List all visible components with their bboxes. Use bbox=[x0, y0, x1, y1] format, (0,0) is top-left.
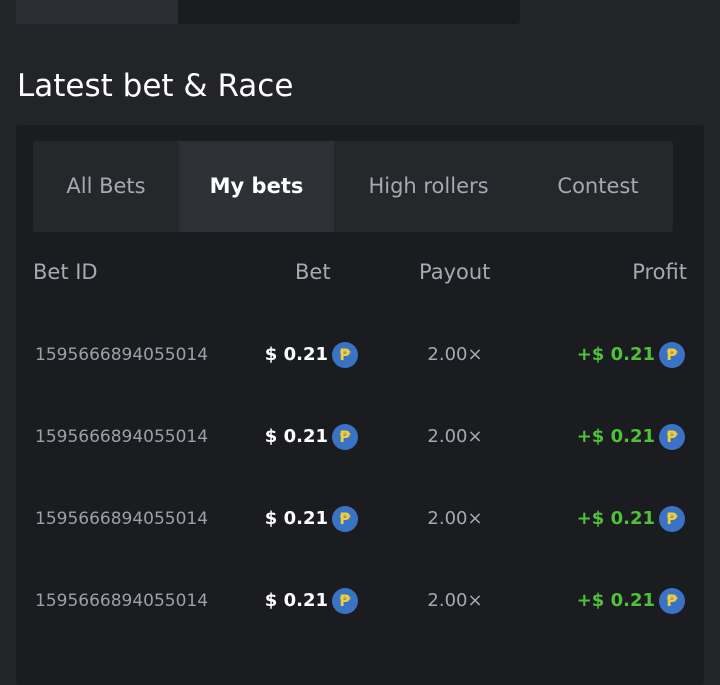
coin-icon: ₱ bbox=[332, 342, 358, 368]
tab-bar: All Bets My bets High rollers Contest bbox=[33, 141, 673, 232]
profit-value: +$ 0.21 bbox=[576, 508, 655, 529]
column-header: Profit bbox=[632, 260, 687, 284]
bet-value: $ 0.21 bbox=[264, 590, 328, 611]
payout: 2.00× bbox=[427, 590, 483, 611]
payout: 2.00× bbox=[427, 344, 483, 365]
coin-icon: ₱ bbox=[659, 424, 685, 450]
tab[interactable]: Contest bbox=[557, 174, 639, 198]
bet-amount: $ 0.21 ₱ bbox=[265, 506, 358, 532]
profit-value: +$ 0.21 bbox=[576, 590, 655, 611]
bet-value: $ 0.21 bbox=[264, 508, 328, 529]
profit: +$ 0.21 ₱ bbox=[577, 342, 685, 368]
profit-value: +$ 0.21 bbox=[576, 426, 655, 447]
column-header: Bet bbox=[295, 260, 331, 284]
section-title: Latest bet & Race bbox=[17, 68, 294, 104]
bet-value: $ 0.21 bbox=[264, 426, 328, 447]
profit: +$ 0.21 ₱ bbox=[577, 506, 685, 532]
profit: +$ 0.21 ₱ bbox=[577, 588, 685, 614]
bet-amount: $ 0.21 ₱ bbox=[265, 424, 358, 450]
profit-value: +$ 0.21 bbox=[576, 344, 655, 365]
payout: 2.00× bbox=[427, 508, 483, 529]
coin-icon: ₱ bbox=[659, 506, 685, 532]
bet-id: 1595666894055014 bbox=[35, 591, 209, 611]
coin-icon: ₱ bbox=[659, 342, 685, 368]
tab[interactable]: My bets bbox=[179, 141, 334, 232]
tab[interactable]: All Bets bbox=[66, 174, 146, 198]
bet-id: 1595666894055014 bbox=[35, 345, 209, 365]
profit: +$ 0.21 ₱ bbox=[577, 424, 685, 450]
top-box bbox=[16, 0, 520, 24]
bet-amount: $ 0.21 ₱ bbox=[265, 588, 358, 614]
bet-id: 1595666894055014 bbox=[35, 427, 209, 447]
payout: 2.00× bbox=[427, 426, 483, 447]
coin-icon: ₱ bbox=[332, 424, 358, 450]
bet-id: 1595666894055014 bbox=[35, 509, 209, 529]
coin-icon: ₱ bbox=[332, 588, 358, 614]
tab[interactable]: High rollers bbox=[368, 174, 489, 198]
bet-amount: $ 0.21 ₱ bbox=[265, 342, 358, 368]
coin-icon: ₱ bbox=[659, 588, 685, 614]
bet-value: $ 0.21 bbox=[264, 344, 328, 365]
column-header: Bet ID bbox=[33, 260, 98, 284]
top-box-left bbox=[16, 0, 178, 24]
coin-icon: ₱ bbox=[332, 506, 358, 532]
column-header: Payout bbox=[419, 260, 491, 284]
page: {"section_title": "Latest bet & Race", "… bbox=[16, 0, 687, 614]
